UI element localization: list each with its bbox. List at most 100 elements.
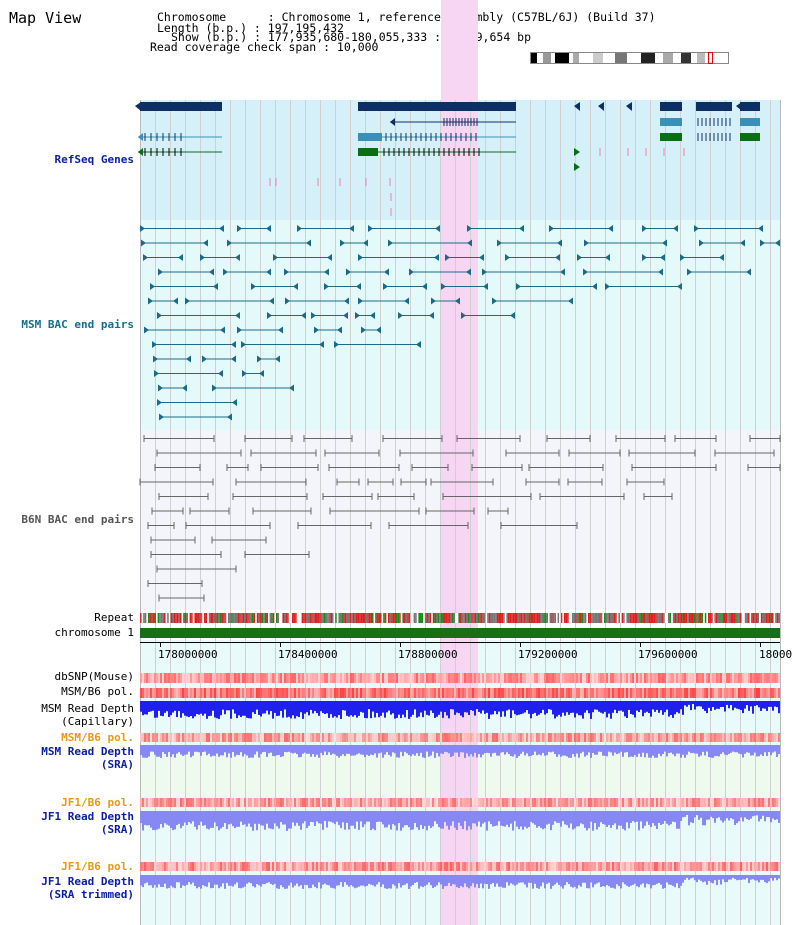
read-depth-bar [384, 875, 386, 889]
read-depth-bar [558, 745, 560, 755]
read-depth-bar [522, 875, 524, 883]
read-depth-bar [710, 745, 712, 758]
polymorphism-mark [766, 673, 768, 683]
repeat-mark [540, 613, 542, 623]
msm-bac-label[interactable]: MSM BAC end pairs [21, 318, 134, 331]
polymorphism-mark [664, 673, 666, 683]
polymorphism-mark [642, 688, 644, 698]
repeat-mark [460, 613, 462, 623]
read-depth-bar [558, 811, 560, 823]
polymorphism-mark [206, 798, 208, 807]
polymorphism-mark [442, 733, 444, 742]
polymorphism-mark [200, 733, 202, 742]
repeat-mark [658, 613, 660, 623]
read-depth-bar [172, 875, 174, 888]
repeat-mark [170, 613, 172, 623]
polymorphism-mark [220, 798, 222, 807]
polymorphism-mark [412, 733, 414, 742]
read-depth-bar [730, 745, 732, 753]
read-depth-bar [544, 701, 546, 715]
polymorphism-mark [660, 673, 662, 683]
read-depth-bar [532, 811, 534, 824]
polymorphism-mark [178, 688, 180, 698]
repeat-mark [381, 613, 384, 623]
repeat-mark [469, 613, 472, 623]
read-depth-bar [384, 745, 386, 755]
read-depth-bar [194, 701, 196, 717]
repeat-mark [311, 613, 313, 623]
bac-end [148, 297, 153, 305]
polymorphism-mark [638, 862, 640, 871]
bac-end [223, 268, 228, 276]
polymorphism-mark [420, 688, 422, 698]
polymorphism-mark [486, 733, 488, 742]
polymorphism-mark [390, 673, 392, 683]
b6n-bac-label[interactable]: B6N BAC end pairs [21, 513, 134, 526]
read-depth-bar [490, 745, 492, 757]
read-depth-bar [760, 811, 762, 819]
polymorphism-mark [416, 798, 418, 807]
read-depth-bar [326, 745, 328, 755]
gene-model-arrow [390, 118, 395, 126]
repeat-mark [448, 613, 451, 623]
polymorphism-mark [428, 733, 430, 742]
polymorphism-mark [222, 798, 224, 807]
polymorphism-mark [226, 733, 228, 742]
polymorphism-mark [556, 673, 558, 683]
read-depth-bar [706, 701, 708, 714]
polymorphism-mark [268, 688, 270, 698]
read-depth-bar [490, 875, 492, 885]
polymorphism-mark [222, 673, 224, 683]
bac-end [186, 355, 191, 363]
polymorphism-mark [332, 688, 334, 698]
polymorphism-mark [246, 688, 248, 698]
repeat-mark [250, 613, 252, 623]
read-depth-bar [254, 875, 256, 888]
read-depth-bar [422, 875, 424, 888]
read-depth-bar [470, 875, 472, 887]
polymorphism-mark [756, 798, 758, 807]
read-depth-bar [500, 875, 502, 887]
read-depth-bar [400, 745, 402, 752]
read-depth-bar [394, 811, 396, 826]
read-depth-bar [198, 875, 200, 887]
read-depth-bar [222, 701, 224, 710]
chromosome-ideogram[interactable] [530, 52, 729, 64]
read-depth-bar [320, 811, 322, 824]
polymorphism-mark [354, 733, 356, 742]
polymorphism-mark [380, 673, 382, 683]
polymorphism-mark [750, 798, 752, 807]
read-depth-bar [274, 701, 276, 713]
read-depth-bar [584, 745, 586, 757]
polymorphism-mark [278, 862, 280, 871]
read-depth-bar [698, 745, 700, 757]
polymorphism-mark [160, 688, 162, 698]
polymorphism-mark [194, 673, 196, 683]
polymorphism-mark [592, 798, 594, 807]
read-depth-bar [420, 811, 422, 825]
read-depth-bar [672, 875, 674, 886]
length-info: Length (b.p.) : 197,195,432 [157, 21, 344, 35]
axis-tick-label: 178400000 [278, 648, 338, 661]
read-depth-bar [168, 701, 170, 717]
read-depth-bar [610, 811, 612, 828]
repeat-mark [607, 613, 609, 623]
read-depth-bar [292, 701, 294, 716]
read-depth-bar [380, 875, 382, 887]
read-depth-bar [590, 745, 592, 758]
polymorphism-mark [144, 733, 146, 742]
polymorphism-mark [582, 733, 584, 742]
read-depth-bar [238, 745, 240, 756]
polymorphism-mark [732, 673, 734, 683]
read-depth-bar [574, 875, 576, 887]
read-depth-bar [284, 701, 286, 710]
repeat-mark [479, 613, 481, 623]
polymorphism-mark [284, 862, 286, 871]
read-depth-bar [624, 745, 626, 753]
repeat-mark [752, 613, 755, 623]
polymorphism-mark [610, 733, 612, 742]
read-depth-bar [236, 745, 238, 755]
refseq-genes-label[interactable]: RefSeq Genes [54, 153, 134, 166]
repeat-mark [477, 613, 480, 623]
